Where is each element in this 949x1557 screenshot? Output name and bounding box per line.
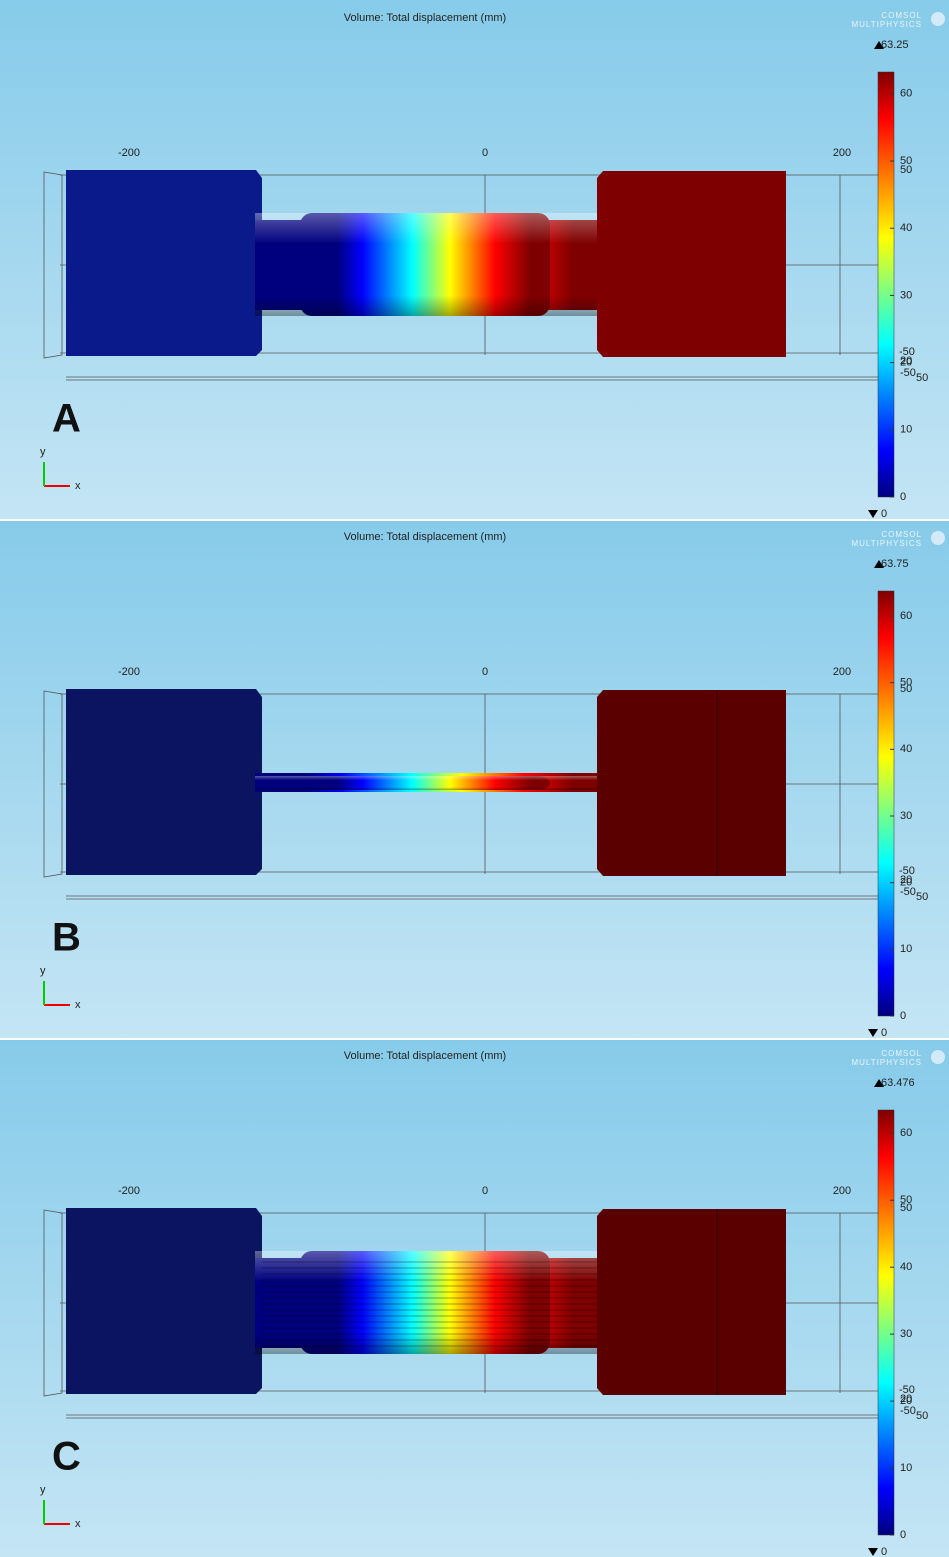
colorbar-tick-label: 40 — [900, 222, 912, 234]
title: Volume: Total displacement (mm) — [344, 1050, 506, 1062]
colorbar-tick-label: 0 — [900, 1529, 906, 1541]
axis-label-y: y — [40, 1484, 46, 1496]
max-label: 63.25 — [881, 39, 909, 51]
min-label: 0 — [881, 1027, 887, 1038]
axis-tick-label: 0 — [482, 1185, 488, 1197]
logo-icon — [931, 531, 945, 545]
colorbar-tick-label: 60 — [900, 610, 912, 622]
overlap-label: 50 — [900, 164, 912, 176]
axis-tick-label: -200 — [118, 1185, 140, 1197]
panel-letter: B — [52, 916, 81, 960]
axis-tick-label: 200 — [833, 147, 851, 159]
overlap-label: -50 — [900, 1405, 916, 1417]
overlap-label: 50 — [900, 1202, 912, 1214]
logo-icon — [931, 12, 945, 26]
right-block — [597, 690, 786, 876]
separator — [0, 519, 949, 521]
figure: Volume: Total displacement (mm)COMSOLMUL… — [0, 0, 949, 1557]
rod-shade — [255, 213, 600, 316]
left-block — [66, 170, 262, 356]
colorbar-tick-label: 10 — [900, 1462, 912, 1474]
colorbar-tick-label: 10 — [900, 424, 912, 436]
panel: Volume: Total displacement (mm) COMSOLMUL… — [0, 0, 949, 519]
panel-letter: A — [52, 397, 81, 441]
axis-tick-label: -200 — [118, 147, 140, 159]
axis-tick-label: 0 — [482, 666, 488, 678]
max-label: 63.476 — [881, 1077, 915, 1089]
axis-tick-label: 0 — [482, 147, 488, 159]
logo-icon — [931, 1050, 945, 1064]
logo-line: COMSOL — [881, 1049, 922, 1058]
left-block — [66, 1208, 262, 1394]
max-label: 63.75 — [881, 558, 909, 570]
overlap-label: 50 — [916, 372, 928, 384]
overlap-label: 50 — [916, 891, 928, 903]
overlap-label: 20 — [900, 1393, 912, 1405]
logo-line: COMSOL — [881, 11, 922, 20]
axis-label-y: y — [40, 446, 46, 458]
overlap-label: 20 — [900, 355, 912, 367]
colorbar-tick-label: 30 — [900, 810, 912, 822]
colorbar-tick-label: 10 — [900, 943, 912, 955]
colorbar — [878, 1110, 894, 1535]
right-block — [597, 171, 786, 357]
overlap-label: -50 — [900, 367, 916, 379]
logo-line: MULTIPHYSICS — [851, 1058, 922, 1067]
colorbar-tick-label: 30 — [900, 1328, 912, 1340]
colorbar — [878, 72, 894, 497]
panel-letter: C — [52, 1435, 81, 1479]
colorbar-tick-label: 60 — [900, 1127, 912, 1139]
axis-tick-label: 200 — [833, 666, 851, 678]
colorbar-tick-label: 0 — [900, 491, 906, 503]
overlap-label: 50 — [900, 683, 912, 695]
title: Volume: Total displacement (mm) — [344, 12, 506, 24]
min-label: 0 — [881, 1546, 887, 1557]
min-label: 0 — [881, 508, 887, 519]
colorbar — [878, 591, 894, 1016]
panel: Volume: Total displacement (mm) COMSOLMUL… — [0, 1038, 949, 1557]
overlap-label: 20 — [900, 874, 912, 886]
axis-label-y: y — [40, 965, 46, 977]
left-block — [66, 689, 262, 875]
colorbar-tick-label: 60 — [900, 88, 912, 100]
axis-label-x: x — [75, 999, 81, 1011]
colorbar-tick-label: 0 — [900, 1010, 906, 1022]
logo-line: MULTIPHYSICS — [851, 20, 922, 29]
panel: Volume: Total displacement (mm) COMSOLMUL… — [0, 519, 949, 1038]
axis-tick-label: -200 — [118, 666, 140, 678]
rod-shade — [255, 776, 600, 790]
overlap-label: -50 — [900, 886, 916, 898]
rod-shade — [255, 1251, 600, 1354]
logo-line: MULTIPHYSICS — [851, 539, 922, 548]
axis-label-x: x — [75, 1518, 81, 1530]
colorbar-tick-label: 40 — [900, 1261, 912, 1273]
axis-label-x: x — [75, 480, 81, 492]
logo-line: COMSOL — [881, 530, 922, 539]
colorbar-tick-label: 40 — [900, 743, 912, 755]
overlap-label: 50 — [916, 1410, 928, 1422]
separator — [0, 1038, 949, 1040]
right-block — [597, 1209, 786, 1395]
colorbar-tick-label: 30 — [900, 289, 912, 301]
axis-tick-label: 200 — [833, 1185, 851, 1197]
title: Volume: Total displacement (mm) — [344, 531, 506, 543]
